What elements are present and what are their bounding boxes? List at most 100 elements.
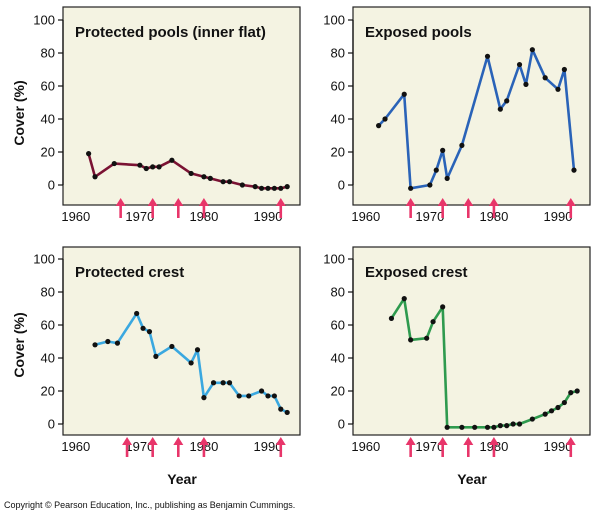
event-arrow [275,437,286,457]
data-point [568,390,574,396]
y-tick-label: 40 [41,112,55,127]
event-arrow [463,437,474,457]
data-point [86,151,92,157]
data-point [516,61,523,68]
data-point [574,388,580,394]
x-tick-label: 1990 [544,209,573,224]
data-point [278,185,284,191]
panel-protected-crest: 0204060801001960197019801990Protected cr… [33,246,301,457]
data-point [220,380,226,386]
data-point [153,353,159,359]
panel-title: Protected crest [75,264,184,281]
y-tick-label: 60 [331,79,345,94]
data-point [210,380,217,386]
data-point [376,123,382,129]
y-tick-label: 0 [338,417,345,432]
data-point [246,393,252,399]
data-point [146,329,153,335]
data-point [220,179,226,185]
y-tick-label: 80 [331,46,345,61]
x-tick-label: 1990 [254,439,283,454]
data-point [440,147,446,153]
data-point [258,388,265,394]
event-arrow [198,437,209,457]
event-arrow [115,198,126,218]
y-tick-label: 80 [331,285,345,300]
panel-title: Exposed pools [365,24,472,41]
panel-background [62,246,301,436]
y-tick-label: 0 [48,417,55,432]
data-point [201,395,207,401]
y-tick-label: 60 [331,318,345,333]
data-point [408,337,414,343]
event-arrow [405,198,416,218]
y-tick-label: 100 [33,252,55,267]
event-arrow [173,198,184,218]
data-point [484,53,491,59]
data-point [504,98,510,104]
event-arrow [405,437,416,457]
data-point [140,325,146,331]
event-arrow [437,198,448,218]
y-tick-label: 20 [41,384,55,399]
x-tick-label: 1990 [254,209,283,224]
data-point [150,164,156,170]
y-axis-label-top: Cover (%) [11,80,27,145]
data-point [226,179,233,185]
data-point [271,393,277,399]
data-point [444,175,450,181]
event-arrow [275,198,286,218]
y-tick-label: 80 [41,46,55,61]
data-point [472,424,478,430]
data-point [239,182,245,188]
series-line [390,297,578,429]
data-point [284,409,290,416]
data-point [491,424,497,430]
data-point [459,142,465,148]
data-point [265,393,271,399]
event-arrow [173,437,184,457]
event-arrow [122,437,133,457]
event-arrow [147,437,158,457]
data-point [433,167,439,173]
y-tick-label: 60 [41,79,55,94]
x-axis-label-right: Year [457,471,487,487]
x-tick-label: 1960 [351,439,380,454]
data-point [188,170,194,177]
data-point [169,343,175,350]
y-tick-label: 40 [331,112,345,127]
x-tick-label: 1970 [125,209,154,224]
data-point [252,184,258,190]
data-point [382,116,388,122]
panel-title: Exposed crest [365,264,468,281]
x-tick-label: 1960 [61,439,90,454]
data-point [504,423,510,429]
data-point [427,182,433,188]
x-tick-label: 1970 [125,439,154,454]
data-point [278,406,284,412]
y-axis-label-bottom: Cover (%) [11,312,27,377]
data-point [523,81,529,87]
data-point [258,185,265,191]
y-tick-label: 0 [48,178,55,193]
x-tick-label: 1970 [415,439,444,454]
data-point [542,411,548,417]
x-tick-label: 1960 [351,209,380,224]
panel-exposed-pools: 0204060801001960197019801990Exposed pool… [323,6,591,224]
x-tick-label: 1970 [415,209,444,224]
data-point [561,399,567,406]
event-arrow [565,198,576,218]
data-point [430,319,436,325]
data-point [444,424,450,430]
y-tick-label: 20 [331,384,345,399]
data-point [510,421,516,427]
event-arrow [198,198,209,218]
data-point [542,75,548,81]
data-point [571,167,577,173]
panel-exposed-crest: 0204060801001960197019801990Exposed cres… [323,246,591,457]
data-point [111,160,117,167]
y-tick-label: 100 [33,13,55,28]
y-tick-label: 80 [41,285,55,300]
data-point [114,340,121,346]
